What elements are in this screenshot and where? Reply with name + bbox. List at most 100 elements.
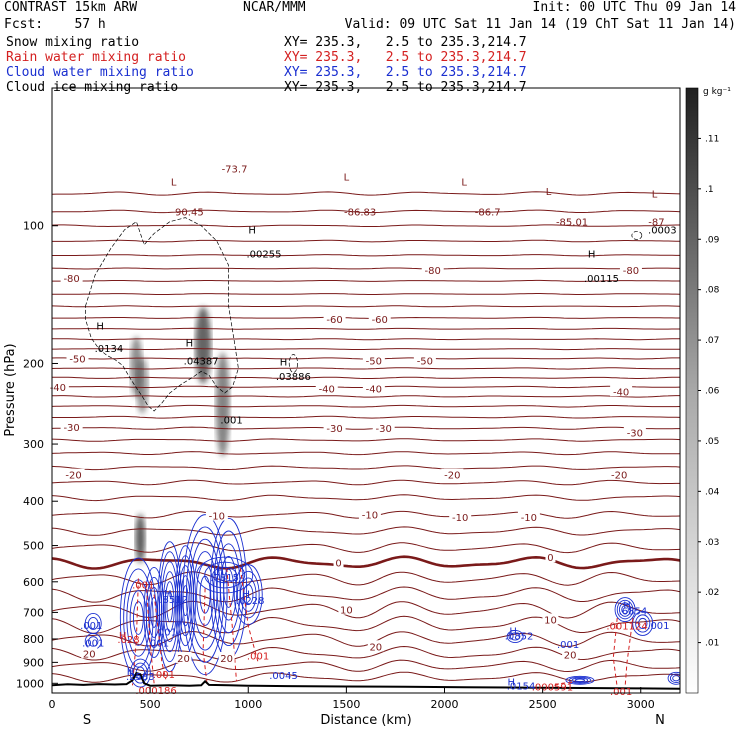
extremum-label-11: H bbox=[248, 226, 256, 237]
temp-label-17: -20 bbox=[444, 471, 460, 482]
isotherm-5 bbox=[52, 267, 680, 270]
extremum-label-6: -86.7 bbox=[475, 207, 501, 218]
direction-south: S bbox=[83, 713, 91, 728]
colorbar-tick-label-10: .11 bbox=[705, 134, 719, 144]
cloud-water-contour-13-0 bbox=[84, 613, 102, 634]
temp-label-bg-18 bbox=[608, 468, 631, 480]
extremum-label-39: H bbox=[127, 667, 135, 678]
rain-contour-8 bbox=[554, 681, 573, 686]
extremum-label-12: .00255 bbox=[246, 250, 281, 261]
ice-plume-3 bbox=[215, 352, 230, 457]
cloud-water-contour-2-5 bbox=[166, 591, 173, 623]
temp-label-bg-20 bbox=[358, 508, 381, 520]
extremum-label-3: L bbox=[344, 172, 350, 183]
temp-label-bg-3 bbox=[323, 313, 346, 325]
cloud-water-contour-2-4 bbox=[164, 581, 175, 633]
extremum-label-42: H bbox=[507, 677, 515, 688]
extremum-label-41: .0045 bbox=[269, 671, 298, 682]
isotherm-28 bbox=[52, 542, 680, 554]
header-right-2: Valid: 09 UTC Sat 11 Jan 14 (19 ChT Sat … bbox=[344, 17, 736, 32]
colorbar-tick-label-8: .09 bbox=[705, 235, 720, 245]
extremum-label-45: H bbox=[119, 631, 127, 642]
isotherm-18 bbox=[52, 404, 680, 408]
temp-label-3: -60 bbox=[326, 315, 342, 326]
extremum-label-27: H bbox=[243, 590, 251, 601]
extremum-label-24: .7815 bbox=[210, 573, 239, 584]
cloud-water-contour-7-2 bbox=[212, 566, 238, 584]
extremum-label-34: .001 bbox=[147, 639, 169, 650]
cloud-water-contour-4-2 bbox=[189, 538, 221, 651]
extremum-label-0: L bbox=[171, 177, 177, 188]
ice-plume-4 bbox=[135, 514, 146, 564]
temp-label-bg-7 bbox=[413, 354, 436, 366]
extremum-label-28: .6228 bbox=[236, 596, 265, 607]
extremum-label-15: .0003 bbox=[648, 226, 677, 237]
extremum-label-10: -87 bbox=[648, 218, 664, 229]
rain-contour-7 bbox=[624, 617, 634, 689]
isotherm-25 bbox=[52, 494, 680, 502]
temp-label-bg-14 bbox=[372, 422, 395, 434]
isotherm-2 bbox=[52, 224, 680, 228]
isotherm-30 bbox=[52, 571, 680, 586]
rain-contour-3 bbox=[202, 588, 208, 684]
temp-label-26: 10 bbox=[544, 615, 557, 626]
temp-label-29: 20 bbox=[83, 649, 96, 660]
temp-label-19: -10 bbox=[209, 512, 225, 523]
temp-label-13: -30 bbox=[326, 424, 342, 435]
temp-label-0: -80 bbox=[63, 274, 79, 285]
temp-label-23: 0 bbox=[335, 559, 341, 570]
extremum-label-40: .2583 bbox=[126, 672, 155, 683]
colorbar bbox=[685, 87, 699, 694]
cloud-water-contour-8-1 bbox=[616, 599, 634, 620]
temp-label-bg-10 bbox=[362, 382, 385, 394]
temp-label-21: -10 bbox=[452, 513, 468, 524]
isotherm-1 bbox=[52, 209, 680, 214]
y-tick-label-9: 1000 bbox=[16, 677, 44, 690]
temp-label-bg-9 bbox=[315, 382, 338, 394]
field-cloud-water-xy: XY= 235.3, 2.5 to 235.3,214.7 bbox=[284, 65, 527, 80]
colorbar-tick-label-5: .06 bbox=[705, 387, 720, 397]
isotherm-36 bbox=[52, 659, 680, 673]
cloud-water-contour-9-1 bbox=[635, 614, 651, 633]
isotherm-21 bbox=[52, 438, 680, 442]
temp-label-bg-28 bbox=[562, 648, 579, 660]
temp-label-bg-21 bbox=[449, 510, 472, 522]
field-rain-xy: XY= 235.3, 2.5 to 235.3,214.7 bbox=[284, 50, 527, 65]
extremum-label-50: .000591 bbox=[532, 683, 573, 694]
cloud-water-contour-15-1 bbox=[509, 632, 521, 641]
isotherm-23 bbox=[52, 465, 680, 471]
field-snow-xy: XY= 235.3, 2.5 to 235.3,214.7 bbox=[284, 35, 527, 50]
temp-label-bg-11 bbox=[610, 385, 633, 397]
temp-label-bg-22 bbox=[517, 510, 540, 522]
extremum-label-21: .03886 bbox=[276, 372, 311, 383]
temp-label-4: -60 bbox=[372, 315, 388, 326]
rain-contour-5 bbox=[239, 568, 259, 663]
isotherm-37 bbox=[52, 671, 680, 683]
temp-label-5: -50 bbox=[69, 354, 85, 365]
extremum-label-22: .001 bbox=[220, 415, 242, 426]
y-tick-label-2: 300 bbox=[23, 438, 44, 451]
field-rain-label: Rain water mixing ratio bbox=[6, 50, 187, 65]
extremum-label-20: H bbox=[280, 357, 288, 368]
field-cloud-water-label: Cloud water mixing ratio bbox=[6, 65, 194, 80]
cloud-water-contour-6-2 bbox=[239, 577, 257, 612]
cloud-water-contour-2-2 bbox=[160, 561, 179, 653]
extremum-label-29: H bbox=[623, 601, 631, 612]
temp-label-24: 0 bbox=[547, 553, 553, 564]
extremum-label-37: .0852 bbox=[505, 632, 534, 643]
isotherm-6 bbox=[52, 279, 680, 282]
isotherm-10 bbox=[52, 327, 680, 330]
extremum-label-13: H bbox=[588, 250, 596, 261]
y-tick-label-3: 400 bbox=[23, 495, 44, 508]
temp-label-bg-29 bbox=[81, 647, 98, 659]
temp-label-bg-12 bbox=[60, 420, 83, 432]
temp-label-bg-17 bbox=[441, 468, 464, 480]
x-tick-label-2: 1000 bbox=[234, 698, 262, 711]
cloud-water-contour-2-1 bbox=[159, 551, 181, 663]
temp-label-7: -50 bbox=[417, 356, 433, 367]
isotherm-8 bbox=[52, 305, 680, 308]
temp-label-bg-5 bbox=[66, 352, 89, 364]
colorbar-tick-label-3: .04 bbox=[705, 487, 720, 497]
extremum-label-31: .001 bbox=[647, 621, 669, 632]
temp-label-bg-19 bbox=[205, 509, 228, 521]
